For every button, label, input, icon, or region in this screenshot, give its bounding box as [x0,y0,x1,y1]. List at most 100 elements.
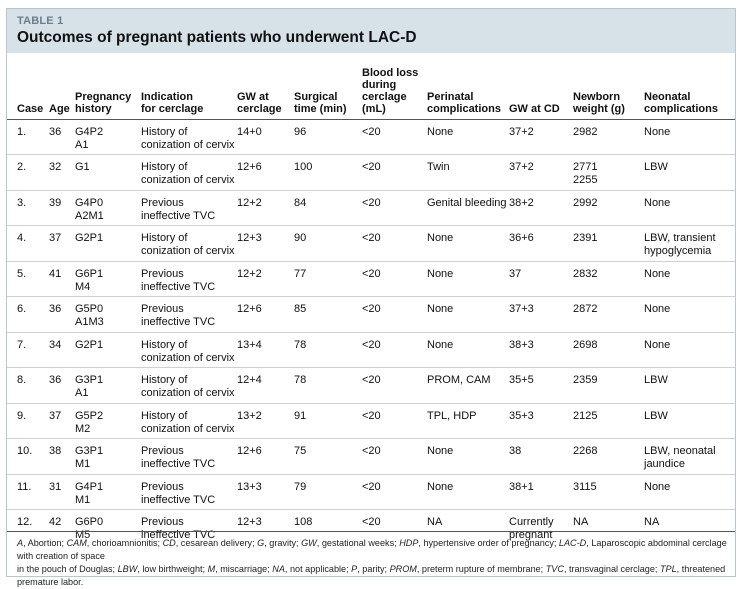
table-cell: 2832 [573,261,644,297]
cell-text: A1 [75,387,89,399]
cell-text: 79 [294,480,307,493]
table-title: Outcomes of pregnant patients who underw… [17,29,417,46]
cell-text: 2872 [573,303,598,315]
cell-text: conization of cervix [141,245,235,257]
cell-text: Genital bleeding [427,196,507,209]
column-header-line: cerclage [237,102,282,115]
table-cell: 38+1 [509,474,573,510]
table-cell: <20 [362,155,427,191]
table-cell: <20 [362,190,427,226]
table-cell: 38+3 [509,332,573,368]
table-cell: 36 [49,297,75,333]
cell-text: G3P1 [75,374,104,386]
table-cell: 90 [294,226,362,262]
table-cell: G5P0 A1M3 [75,297,141,333]
table-row: 12. 42 G6P0 M5 Previous ineffective TVC 12+3 10… [7,509,735,546]
cell-text: <20 [362,480,381,493]
cell-text: pregnant [509,529,553,541]
cell-text: 11. [17,480,32,493]
cell-text: Currently [509,516,554,528]
cell-text: 37 [509,267,522,280]
cell-text: 7. [17,338,27,351]
table-cell: LBW [644,403,735,439]
cell-text: <20 [362,232,381,244]
table-cell: None [644,332,735,368]
table-cell: 2992 [573,190,644,226]
cell-text: <20 [362,161,381,173]
column-header: Pregnancy history [75,53,141,119]
table-cell: 12+2 [237,261,294,297]
cell-text: 13+4 [237,338,262,351]
table-cell: 38 [509,439,573,475]
abbreviation: HDP [399,538,419,548]
table-cell: 12+6 [237,297,294,333]
cell-text: 34 [49,338,62,351]
cell-text: 77 [294,267,307,280]
column-header-line: cerclage [362,90,407,103]
column-header-line: GW at CD [509,102,560,115]
table-cell: 35+5 [509,368,573,404]
cell-text: None [427,338,454,351]
table-header-row: Case Age Pregnancy history Indication for cer… [7,53,735,119]
table-cell: 8. [7,368,49,404]
table-cell: History of conization of cervix [141,403,237,439]
cell-text: jaundice [644,458,685,470]
table-cell: 2125 [573,403,644,439]
table-cell: LBW, neonatal jaundice [644,439,735,475]
column-header: Perinatal complications [427,53,509,119]
cell-text: 38 [509,445,522,457]
cell-text: Twin [427,161,450,173]
table-cell: 3. [7,190,49,226]
cell-text: 85 [294,303,307,315]
table-cell: 37+3 [509,297,573,333]
cell-text: None [427,303,454,315]
cell-text: 37 [49,232,62,244]
table-cell: Twin [427,155,509,191]
column-header: Case [7,53,49,119]
cell-text: hypoglycemia [644,245,712,257]
cell-text: conization of cervix [141,174,235,186]
cell-text: 38+2 [509,196,534,209]
cell-text: 36 [49,303,62,315]
cell-text: 37 [49,409,62,422]
cell-text: <20 [362,374,381,386]
table-cell: TPL, HDP [427,403,509,439]
cell-text: 31 [49,480,62,493]
table-cell: 7. [7,332,49,368]
cell-text: None [427,445,454,457]
cell-text: Previous [141,267,184,280]
table-cell: 12+3 [237,510,294,546]
cell-text: None [644,338,671,351]
cell-text: M1 [75,458,91,470]
table-row: 7. 34 G2P1 History of conization of cervix 13… [7,332,735,368]
cell-text: PROM, CAM [427,374,491,386]
footnote-text: , gestational weeks; [316,538,400,548]
footnote-text: , transvaginal cerclage; [563,564,660,574]
column-header: Indication for cerclage [141,53,237,119]
table-cell: <20 [362,510,427,546]
cell-text: 2255 [573,174,598,186]
column-header: Neonatal complications [644,53,735,119]
table-cell: 34 [49,332,75,368]
cell-text: <20 [362,125,381,138]
abbreviation: TPL [659,564,677,574]
abbreviation: GW [301,538,317,548]
cell-text: 2268 [573,445,598,457]
table-row: 6. 36 G5P0 A1M3 Previous ineffective TVC 12+6 8… [7,296,735,333]
column-header: GW at CD [509,53,573,119]
table-cell: 36 [49,368,75,404]
cell-text: 5. [17,267,27,280]
table-cell: 14+0 [237,119,294,155]
table-cell: 37 [49,226,75,262]
table-cell: None [427,119,509,155]
table-cell: 10. [7,439,49,475]
table-cell: 4. [7,226,49,262]
abbreviation: M [207,564,216,574]
table-cell: G3P1 A1 [75,368,141,404]
table-cell: History of conization of cervix [141,368,237,404]
table-cell: 5. [7,261,49,297]
table-cell: 13+4 [237,332,294,368]
cell-text: 108 [294,516,313,528]
cell-text: A1M3 [75,316,104,328]
column-header-line: history [75,102,112,115]
